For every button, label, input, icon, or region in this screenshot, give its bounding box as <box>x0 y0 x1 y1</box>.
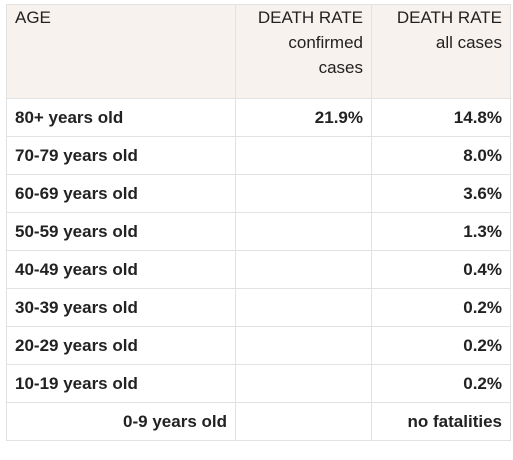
header-age: AGE <box>6 4 236 99</box>
header-age-label: AGE <box>15 8 51 27</box>
cell-confirmed <box>235 288 372 327</box>
cell-confirmed <box>235 364 372 403</box>
table-row: 80+ years old 21.9% 14.8% <box>6 98 511 137</box>
cell-confirmed <box>235 326 372 365</box>
table-body: 80+ years old 21.9% 14.8% 70-79 years ol… <box>6 98 511 441</box>
cell-all: no fatalities <box>371 402 511 441</box>
header-confirmed-sub-2: cases <box>318 58 363 77</box>
cell-all: 1.3% <box>371 212 511 251</box>
table-row: 10-19 years old 0.2% <box>6 364 511 403</box>
cell-age: 50-59 years old <box>6 212 236 251</box>
table-row: 60-69 years old 3.6% <box>6 174 511 213</box>
cell-all: 0.2% <box>371 364 511 403</box>
table-row: 30-39 years old 0.2% <box>6 288 511 327</box>
table-row: 20-29 years old 0.2% <box>6 326 511 365</box>
header-death-rate-confirmed: DEATH RATE confirmed cases <box>235 4 372 99</box>
table-row: 40-49 years old 0.4% <box>6 250 511 289</box>
cell-all: 0.4% <box>371 250 511 289</box>
cell-age: 70-79 years old <box>6 136 236 175</box>
header-confirmed-main: DEATH RATE <box>257 8 363 27</box>
cell-all: 14.8% <box>371 98 511 137</box>
cell-confirmed: 21.9% <box>235 98 372 137</box>
cell-confirmed <box>235 136 372 175</box>
table-row: 70-79 years old 8.0% <box>6 136 511 175</box>
table-row: 50-59 years old 1.3% <box>6 212 511 251</box>
header-death-rate-all: DEATH RATE all cases <box>371 4 511 99</box>
cell-all: 0.2% <box>371 326 511 365</box>
cell-age: 80+ years old <box>6 98 236 137</box>
cell-confirmed <box>235 174 372 213</box>
cell-age: 60-69 years old <box>6 174 236 213</box>
cell-age: 10-19 years old <box>6 364 236 403</box>
cell-all: 3.6% <box>371 174 511 213</box>
header-all-main: DEATH RATE <box>396 8 502 27</box>
cell-confirmed <box>235 250 372 289</box>
death-rate-table: AGE DEATH RATE confirmed cases DEATH RAT… <box>6 4 511 441</box>
header-row: AGE DEATH RATE confirmed cases DEATH RAT… <box>6 4 511 99</box>
header-confirmed-sub-1: confirmed <box>288 33 363 52</box>
header-all-sub: all cases <box>435 33 502 52</box>
cell-confirmed <box>235 212 372 251</box>
cell-all: 0.2% <box>371 288 511 327</box>
cell-age: 30-39 years old <box>6 288 236 327</box>
cell-age: 40-49 years old <box>6 250 236 289</box>
table-header: AGE DEATH RATE confirmed cases DEATH RAT… <box>6 4 511 99</box>
cell-age: 20-29 years old <box>6 326 236 365</box>
cell-confirmed <box>235 402 372 441</box>
cell-age: 0-9 years old <box>6 402 236 441</box>
table-row: 0-9 years old no fatalities <box>6 402 511 441</box>
cell-all: 8.0% <box>371 136 511 175</box>
